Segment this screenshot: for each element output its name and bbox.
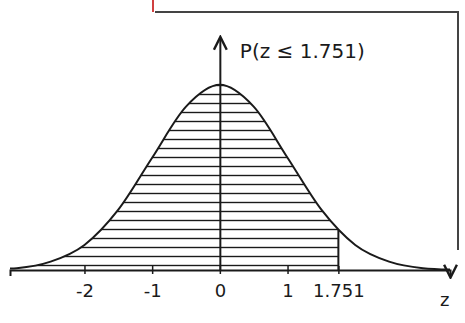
x-tick-mark bbox=[287, 266, 289, 274]
x-tick-label: 0 bbox=[215, 280, 226, 301]
y-axis-line bbox=[219, 39, 221, 271]
shaded-region bbox=[10, 85, 338, 270]
chart: -2 -1 0 1 1.751 P(z ≤ 1.751) z bbox=[0, 0, 465, 323]
x-tick: 1.751 bbox=[313, 266, 365, 301]
x-tick-mark bbox=[338, 266, 340, 274]
x-tick: -1 bbox=[144, 266, 162, 301]
title: P(z ≤ 1.751) bbox=[240, 39, 365, 63]
shaded-area bbox=[10, 85, 338, 270]
density-curve bbox=[10, 85, 450, 270]
x-axis-title: z bbox=[440, 289, 449, 310]
x-tick: 0 bbox=[215, 266, 226, 301]
x-tick: -2 bbox=[76, 266, 94, 301]
x-tick-label: -2 bbox=[76, 280, 94, 301]
x-axis: -2 -1 0 1 1.751 bbox=[11, 266, 451, 301]
x-tick-mark bbox=[84, 266, 86, 274]
x-tick-mark bbox=[152, 266, 154, 274]
x-tick-label: -1 bbox=[144, 280, 162, 301]
x-tick: 1 bbox=[282, 266, 293, 301]
y-axis bbox=[220, 39, 221, 271]
x-axis-line bbox=[11, 271, 451, 277]
frame-line bbox=[152, 0, 154, 12]
plot-area bbox=[10, 38, 450, 270]
x-tick-label: 1 bbox=[282, 280, 293, 301]
shade-boundary bbox=[337, 38, 339, 270]
x-tick-label: 1.751 bbox=[313, 280, 365, 301]
